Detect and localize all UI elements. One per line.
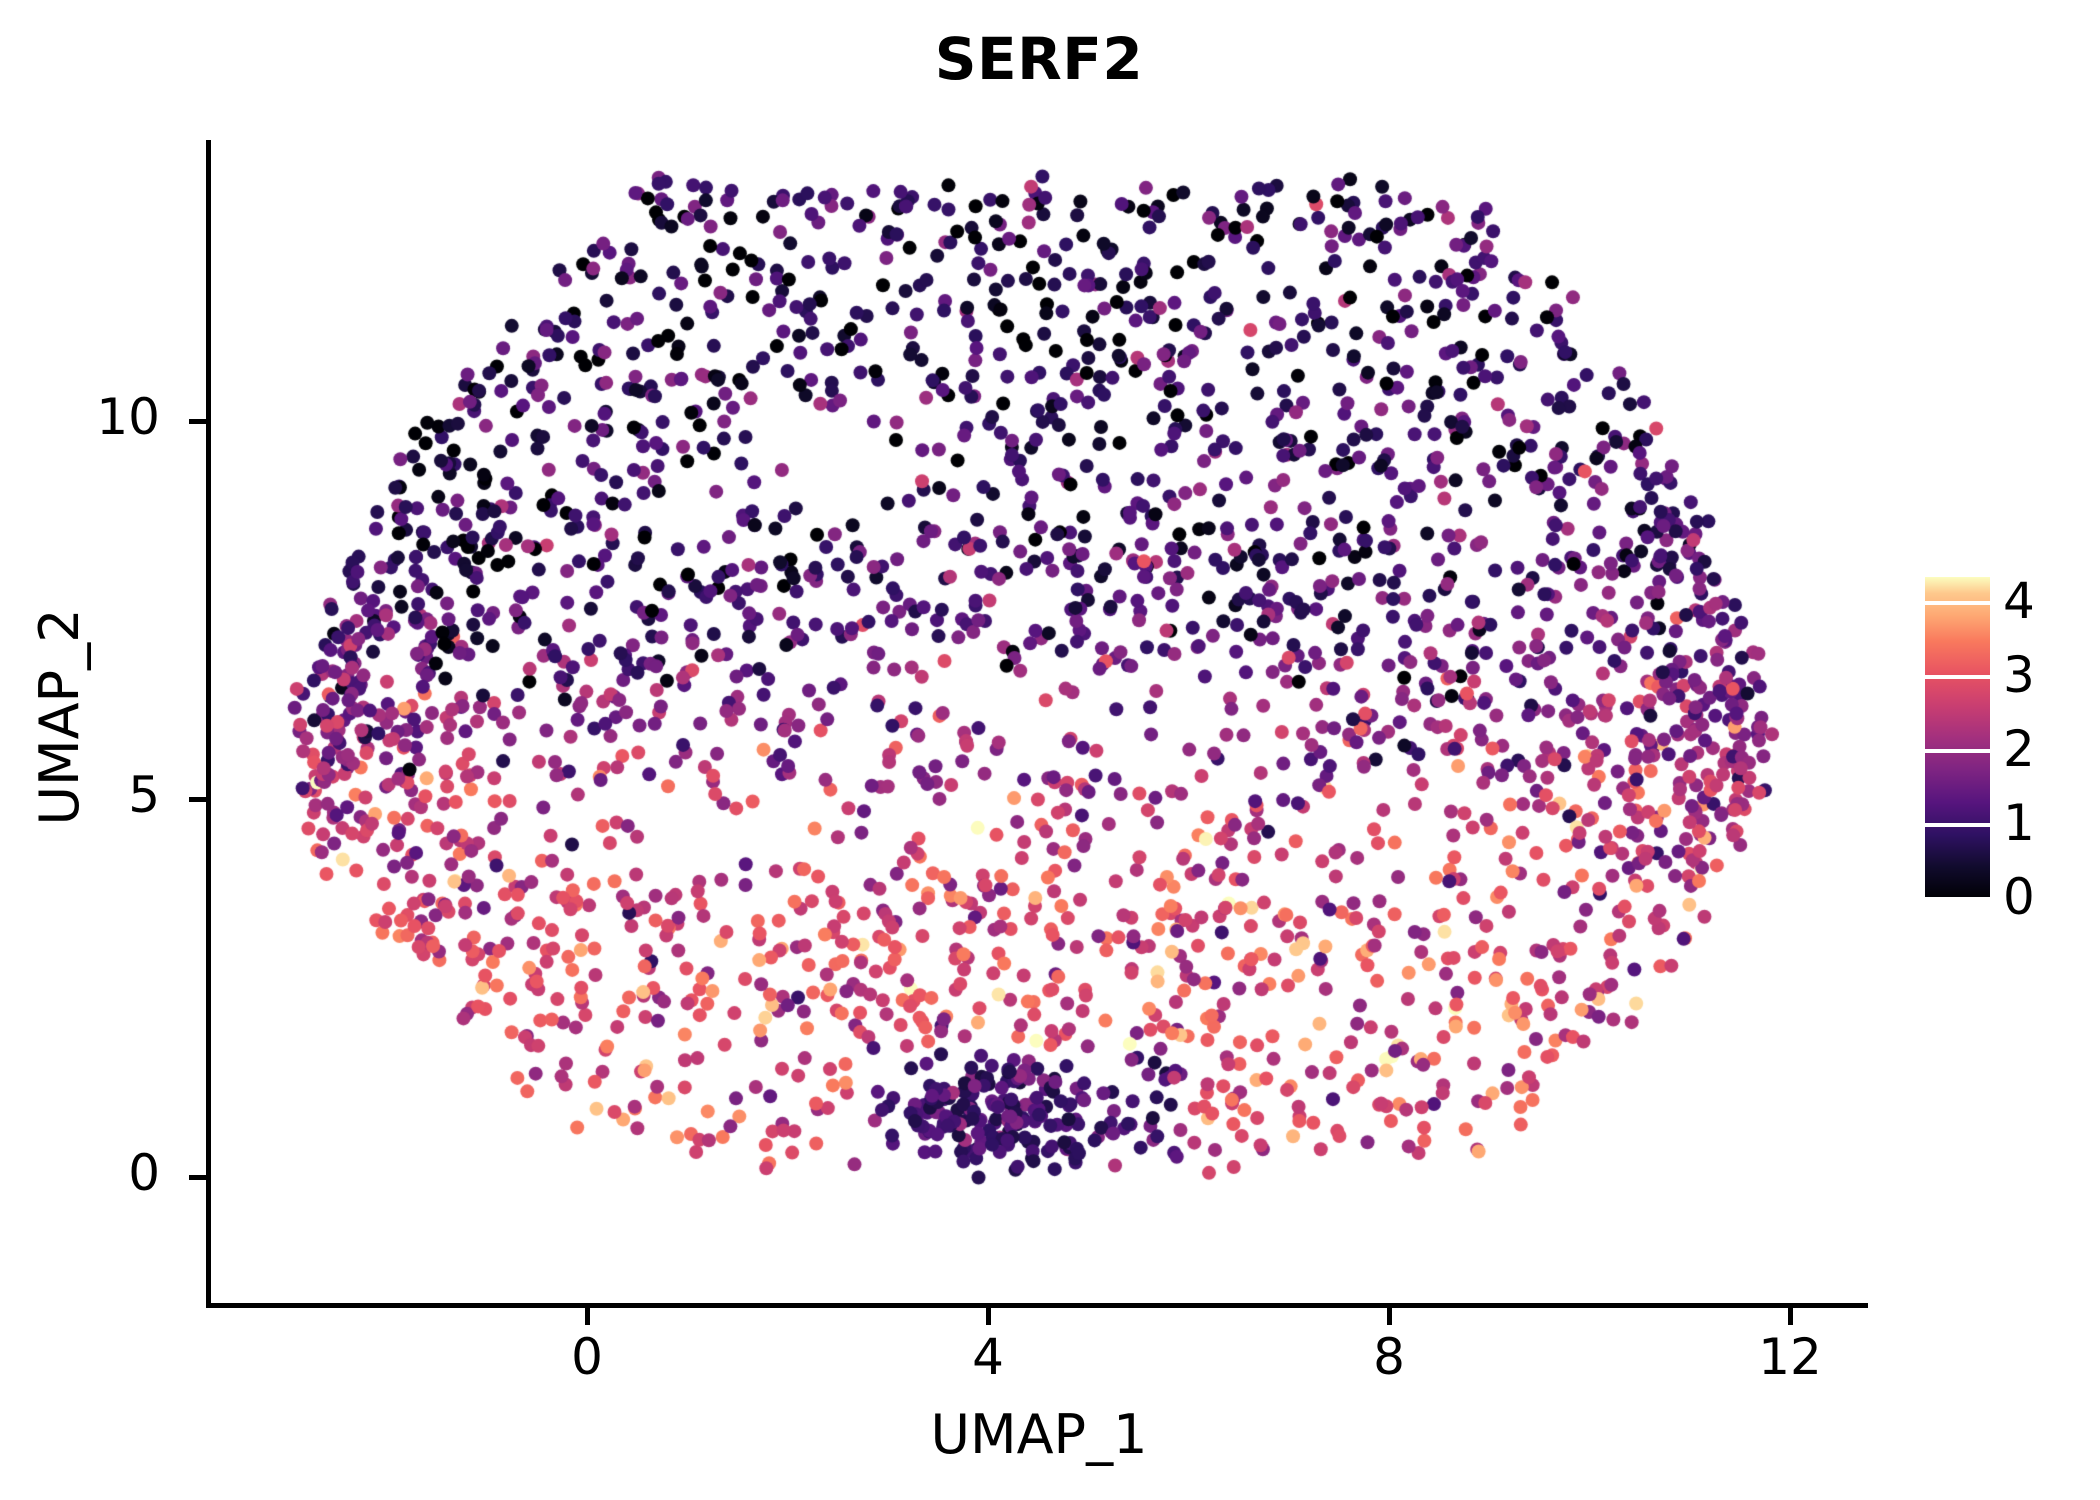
y-axis-spine [206, 140, 211, 1308]
colorbar-tick [1969, 600, 1990, 605]
x-tick-mark [1387, 1308, 1392, 1325]
y-tick-mark [189, 419, 206, 424]
colorbar-tick [1925, 897, 1990, 901]
colorbar-tick-label: 2 [2003, 719, 2035, 778]
colorbar-tick [1925, 600, 1990, 605]
colorbar-tick [1969, 897, 1990, 901]
y-tick-label: 5 [128, 766, 160, 824]
x-tick-mark [585, 1308, 590, 1325]
colorbar-gradient [1925, 577, 1990, 899]
y-tick-mark [189, 797, 206, 802]
colorbar-tick-label: 1 [2003, 793, 2035, 852]
x-tick-label: 4 [972, 1328, 1004, 1386]
colorbar: 4 3 2 1 0 [1925, 571, 2085, 922]
colorbar-tick [1925, 748, 1990, 753]
colorbar-tick [1969, 822, 1990, 827]
x-axis-label: UMAP_1 [930, 1403, 1148, 1466]
colorbar-tick-label: 3 [2003, 645, 2035, 704]
x-axis-spine [206, 1303, 1868, 1308]
x-tick-label: 8 [1373, 1328, 1405, 1386]
colorbar-tick [1969, 748, 1990, 753]
plot-area [210, 140, 1868, 1305]
colorbar-tick-label: 4 [2003, 571, 2035, 630]
colorbar-tick [1925, 674, 1990, 679]
x-tick-mark [1788, 1308, 1793, 1325]
colorbar-tick-label: 0 [2003, 868, 2035, 926]
page-title: SERF2 [934, 25, 1144, 93]
scatter-points-layer [210, 140, 1868, 1305]
x-tick-mark [986, 1308, 991, 1325]
colorbar-tick [1969, 674, 1990, 679]
y-tick-label: 0 [128, 1144, 160, 1202]
y-axis-label: UMAP_2 [28, 608, 91, 826]
colorbar-tick [1925, 822, 1990, 827]
y-tick-label: 10 [96, 388, 160, 446]
y-tick-mark [189, 1175, 206, 1180]
x-tick-label: 12 [1758, 1328, 1822, 1386]
x-tick-label: 0 [571, 1328, 603, 1386]
